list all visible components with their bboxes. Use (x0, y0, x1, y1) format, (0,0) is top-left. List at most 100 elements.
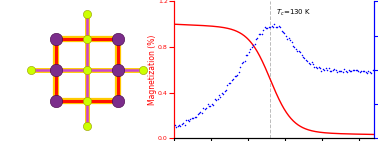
Point (192, 115, 198, 118)
Point (301, 57, 307, 59)
Point (264, 27, 270, 29)
Point (115, 38, 121, 40)
Point (184, 119, 191, 121)
Y-axis label: Magnetization (%): Magnetization (%) (147, 35, 156, 105)
Point (310, 63, 316, 65)
Point (273, 26, 279, 28)
Point (342, 70, 349, 72)
Point (115, 69, 121, 71)
Point (327, 70, 333, 72)
Point (203, 107, 209, 109)
Point (259, 33, 265, 35)
Point (175, 125, 181, 127)
Point (84, 125, 90, 127)
Point (219, 92, 225, 94)
Point (115, 100, 121, 102)
Point (245, 53, 251, 56)
Point (233, 75, 239, 77)
Point (213, 99, 219, 101)
Point (250, 44, 256, 46)
Point (182, 123, 188, 126)
Point (210, 103, 216, 106)
Point (334, 71, 340, 73)
Point (193, 116, 199, 118)
Point (307, 62, 313, 65)
Point (236, 71, 242, 73)
Point (350, 69, 356, 71)
Point (291, 46, 297, 48)
Point (276, 25, 282, 27)
Point (297, 51, 303, 53)
Point (199, 112, 205, 114)
Point (366, 70, 372, 72)
Point (354, 69, 360, 71)
Point (286, 37, 292, 39)
Point (253, 38, 259, 40)
Point (227, 82, 233, 85)
Point (53, 69, 59, 71)
Point (237, 66, 243, 68)
Point (254, 37, 260, 39)
Point (220, 93, 226, 95)
Point (344, 71, 350, 73)
Point (316, 66, 322, 69)
Point (320, 67, 326, 70)
Point (280, 30, 286, 33)
Point (84, 100, 90, 102)
Point (208, 105, 214, 107)
Point (345, 69, 352, 71)
Point (287, 39, 293, 41)
Point (360, 70, 366, 73)
Point (318, 70, 324, 72)
Point (229, 79, 235, 81)
Point (333, 69, 339, 71)
Point (283, 35, 289, 37)
Point (324, 69, 330, 71)
Point (293, 48, 299, 51)
Point (266, 26, 272, 28)
Point (180, 122, 186, 124)
Point (256, 33, 262, 35)
Point (234, 73, 240, 76)
Point (232, 75, 238, 77)
Point (340, 70, 346, 73)
Point (313, 66, 319, 69)
Point (84, 38, 90, 40)
Point (358, 70, 364, 72)
Point (271, 23, 277, 25)
Point (172, 124, 178, 126)
Point (282, 32, 288, 34)
Point (288, 41, 294, 44)
Point (299, 54, 305, 56)
Point (321, 69, 327, 71)
Point (179, 123, 185, 125)
Point (247, 48, 253, 50)
Point (239, 61, 245, 64)
Point (173, 126, 179, 128)
Point (284, 38, 290, 40)
Point (204, 103, 211, 105)
Point (246, 51, 252, 53)
Point (351, 69, 357, 71)
Point (317, 67, 323, 69)
Point (196, 112, 202, 114)
Point (277, 26, 283, 28)
Point (363, 71, 369, 73)
Point (183, 119, 189, 122)
Point (347, 70, 353, 72)
Point (263, 27, 269, 29)
Point (140, 69, 146, 71)
Point (325, 67, 332, 69)
Point (314, 67, 320, 70)
Point (337, 70, 343, 72)
Point (200, 107, 206, 109)
Point (270, 26, 276, 28)
Point (177, 125, 183, 127)
Point (328, 70, 335, 72)
Point (257, 33, 263, 35)
Point (176, 124, 182, 126)
Point (357, 70, 363, 73)
Point (222, 90, 228, 92)
Point (330, 69, 336, 71)
Point (296, 50, 302, 52)
